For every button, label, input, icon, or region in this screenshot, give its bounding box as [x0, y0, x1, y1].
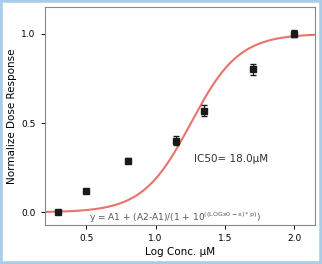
Text: IC50= 18.0μM: IC50= 18.0μM: [194, 154, 269, 164]
Y-axis label: Normalize Dose Response: Normalize Dose Response: [7, 48, 17, 184]
Text: y = A1 + (A2-A1)/(1 + 10$^{\mathregular{((LOGx0-x)*p)}}$): y = A1 + (A2-A1)/(1 + 10$^{\mathregular{…: [89, 210, 261, 225]
X-axis label: Log Conc. μM: Log Conc. μM: [145, 247, 215, 257]
